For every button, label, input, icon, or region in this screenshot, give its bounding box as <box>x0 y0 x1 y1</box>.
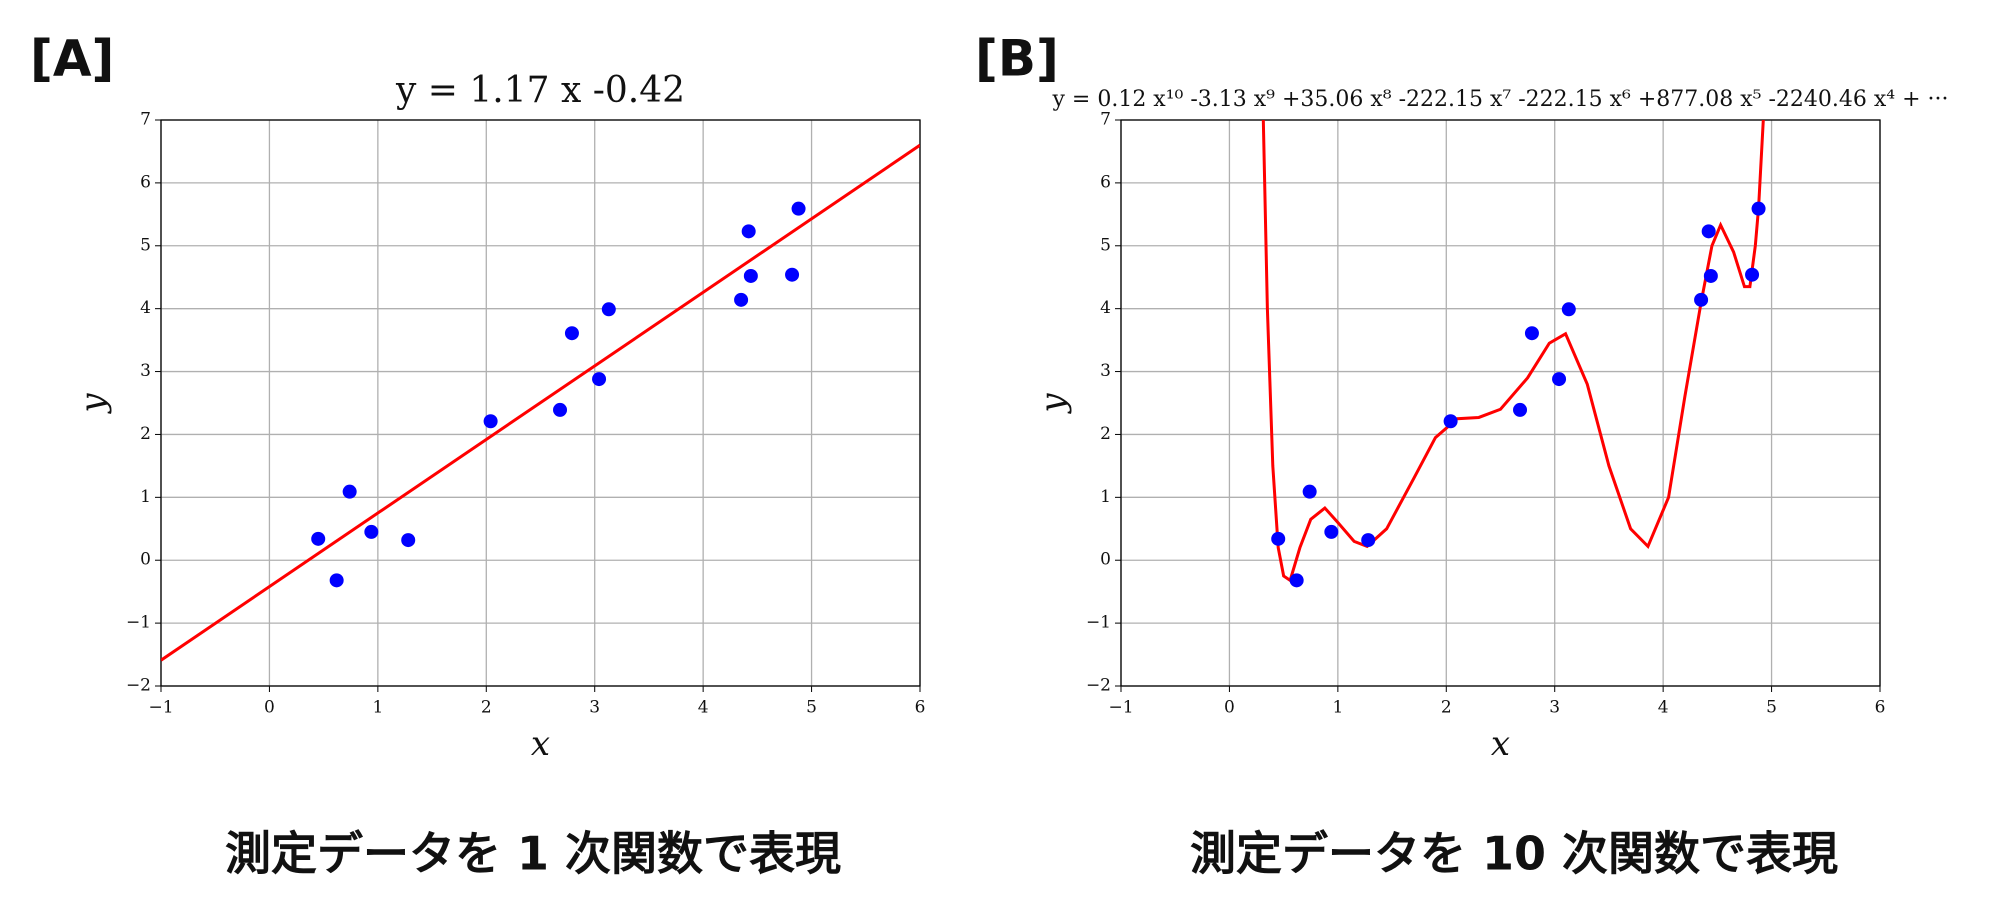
data-point <box>1513 402 1528 417</box>
x-tick-label: 4 <box>1658 698 1669 718</box>
y-tick-label: 0 <box>1100 550 1111 570</box>
y-tick-label: −1 <box>1086 613 1111 633</box>
y-tick-label: −1 <box>126 613 151 633</box>
plot-frame <box>160 119 921 687</box>
data-point <box>364 524 379 539</box>
y-tick-label: −2 <box>126 676 151 696</box>
data-point <box>1745 267 1760 282</box>
data-point <box>564 326 579 341</box>
x-tick-label: −1 <box>148 698 173 718</box>
x-tick-label: 6 <box>915 698 926 718</box>
data-point <box>743 268 758 283</box>
y-tick-label: 4 <box>1100 298 1111 318</box>
data-point <box>785 267 800 282</box>
x-axis-label: x <box>531 724 550 764</box>
data-point <box>1289 573 1304 588</box>
x-tick-label: 1 <box>1332 698 1343 718</box>
caption: 測定データを 10 次関数で表現 <box>1190 827 1838 881</box>
y-tick-label: 7 <box>1100 110 1111 130</box>
chart-title: y = 0.12 x¹⁰ -3.13 x⁹ +35.06 x⁸ -222.15 … <box>1051 87 1948 112</box>
y-tick-label: 6 <box>1100 172 1111 192</box>
data-point <box>401 533 416 548</box>
y-tick-label: 4 <box>140 298 151 318</box>
y-tick-label: 7 <box>140 110 151 130</box>
data-point <box>1361 533 1376 548</box>
y-tick-label: 5 <box>1100 235 1111 255</box>
y-tick-label: −2 <box>1086 676 1111 696</box>
y-axis-label: y <box>1033 393 1073 415</box>
x-tick-label: 3 <box>589 698 600 718</box>
data-point <box>1324 524 1339 539</box>
y-tick-label: 1 <box>140 487 151 507</box>
data-point <box>1694 292 1709 307</box>
y-tick-label: 0 <box>140 550 151 570</box>
data-point <box>1271 531 1286 546</box>
data-point <box>592 372 607 387</box>
data-point <box>1552 372 1567 387</box>
data-point <box>1701 224 1716 239</box>
y-axis-label: y <box>73 393 113 415</box>
x-tick-label: 0 <box>264 698 275 718</box>
data-point <box>1561 302 1576 317</box>
x-tick-label: −1 <box>1108 698 1133 718</box>
x-tick-label: 3 <box>1549 698 1560 718</box>
chart-title: y = 1.17 x -0.42 <box>395 70 685 111</box>
y-tick-label: 1 <box>1100 487 1111 507</box>
data-point <box>1443 414 1458 429</box>
y-tick-label: 6 <box>140 172 151 192</box>
x-tick-label: 2 <box>481 698 492 718</box>
x-tick-label: 1 <box>372 698 383 718</box>
data-point <box>741 224 756 239</box>
x-tick-label: 0 <box>1224 698 1235 718</box>
caption: 測定データを 1 次関数で表現 <box>225 827 841 881</box>
fit-line <box>161 143 920 662</box>
y-tick-label: 5 <box>140 235 151 255</box>
data-point <box>342 484 357 499</box>
data-point <box>1524 326 1539 341</box>
x-tick-label: 4 <box>698 698 709 718</box>
x-tick-label: 2 <box>1441 698 1452 718</box>
panel-label: [A] <box>30 30 114 88</box>
data-point <box>1703 268 1718 283</box>
y-tick-label: 3 <box>1100 361 1111 381</box>
y-tick-label: 2 <box>140 424 151 444</box>
y-tick-label: 3 <box>140 361 151 381</box>
data-point <box>734 292 749 307</box>
data-point <box>601 302 616 317</box>
data-point <box>791 201 806 216</box>
data-point <box>483 414 498 429</box>
data-point <box>1751 201 1766 216</box>
fit-line <box>1261 120 1765 583</box>
y-tick-label: 2 <box>1100 424 1111 444</box>
x-tick-label: 5 <box>806 698 817 718</box>
data-point <box>329 573 344 588</box>
plot-frame <box>1120 119 1881 687</box>
data-point <box>1302 484 1317 499</box>
panel-label: [B] <box>975 30 1059 88</box>
data-point <box>311 531 326 546</box>
x-axis-label: x <box>1491 724 1510 764</box>
x-tick-label: 6 <box>1875 698 1886 718</box>
data-point <box>553 402 568 417</box>
x-tick-label: 5 <box>1766 698 1777 718</box>
